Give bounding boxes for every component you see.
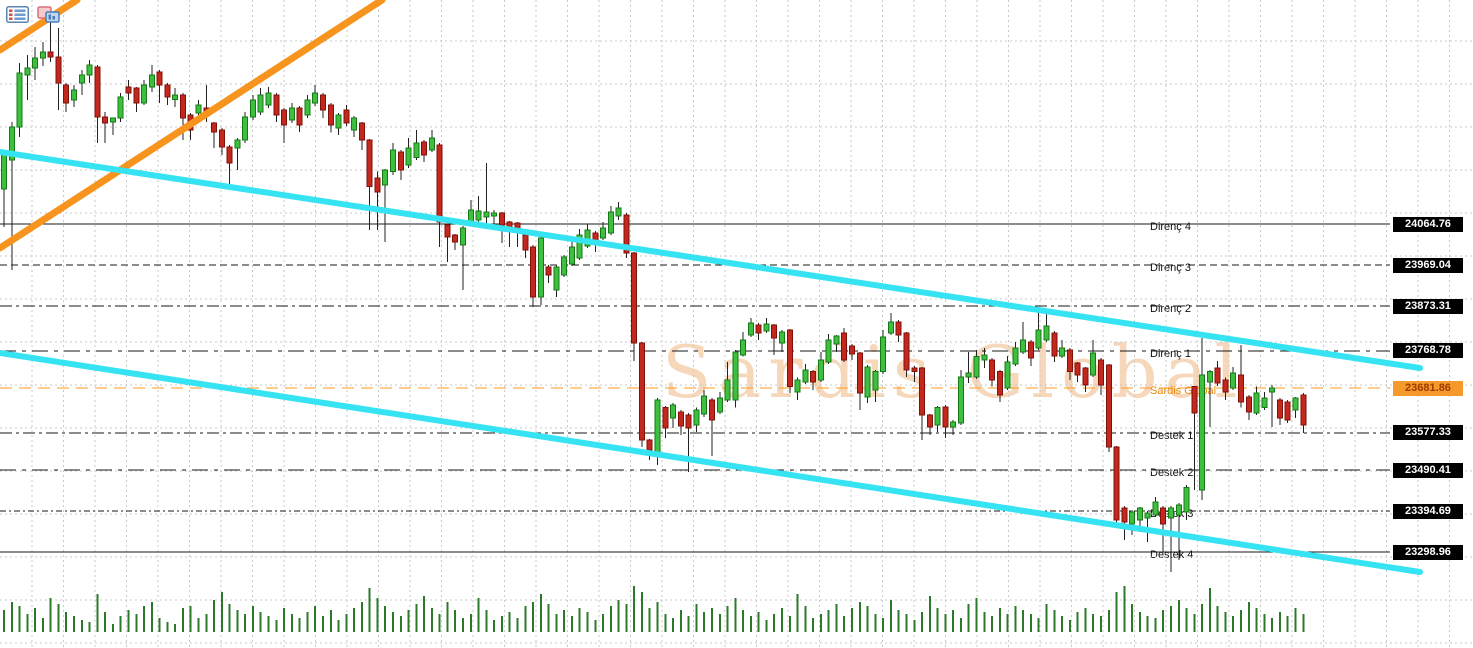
cyan-channel-upper[interactable]: [0, 149, 1423, 371]
price-tag-24064.76: 24064.76: [1393, 216, 1463, 232]
price-tag-pivot: 23681.86: [1393, 380, 1463, 396]
price-tag-23394.69: 23394.69: [1393, 503, 1463, 519]
price-tag-23873.31: 23873.31: [1393, 298, 1463, 314]
chart-window-icon[interactable]: [37, 6, 60, 23]
price-tag-23969.04: 23969.04: [1393, 257, 1463, 273]
chart-toolbar: [6, 6, 60, 23]
table-list-icon[interactable]: [6, 6, 29, 23]
trendlines: [0, 0, 1423, 575]
price-tag-23298.96: 23298.96: [1393, 544, 1463, 560]
orange-channel-lower[interactable]: [0, 0, 386, 252]
candle-series: [1, 20, 1307, 573]
volume-series: [3, 586, 1305, 632]
watermark-text: Sardis Global: [662, 330, 1245, 414]
orange-channel-upper[interactable]: [0, 0, 81, 54]
price-tag-23577.33: 23577.33: [1393, 425, 1463, 441]
price-tag-23768.78: 23768.78: [1393, 343, 1463, 359]
cyan-channel-lower[interactable]: [0, 350, 1423, 575]
price-tag-23490.41: 23490.41: [1393, 462, 1463, 478]
